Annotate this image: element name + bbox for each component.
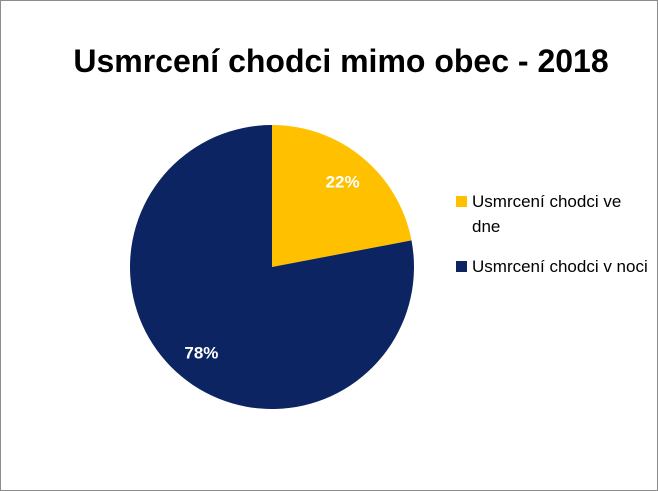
data-label-night: 78% [184, 343, 218, 362]
chart-title: Usmrcení chodci mimo obec - 2018 [73, 43, 609, 79]
pie-slice-night [129, 125, 415, 410]
legend-swatch-day [456, 196, 467, 207]
legend-label-day: Usmrcení chodci ve dne [472, 192, 622, 236]
pie-slice-day [272, 125, 412, 267]
legend-swatch-night [456, 261, 467, 272]
data-label-day: 22% [326, 173, 360, 192]
legend-label-night: Usmrcení chodci v noci [472, 257, 648, 276]
